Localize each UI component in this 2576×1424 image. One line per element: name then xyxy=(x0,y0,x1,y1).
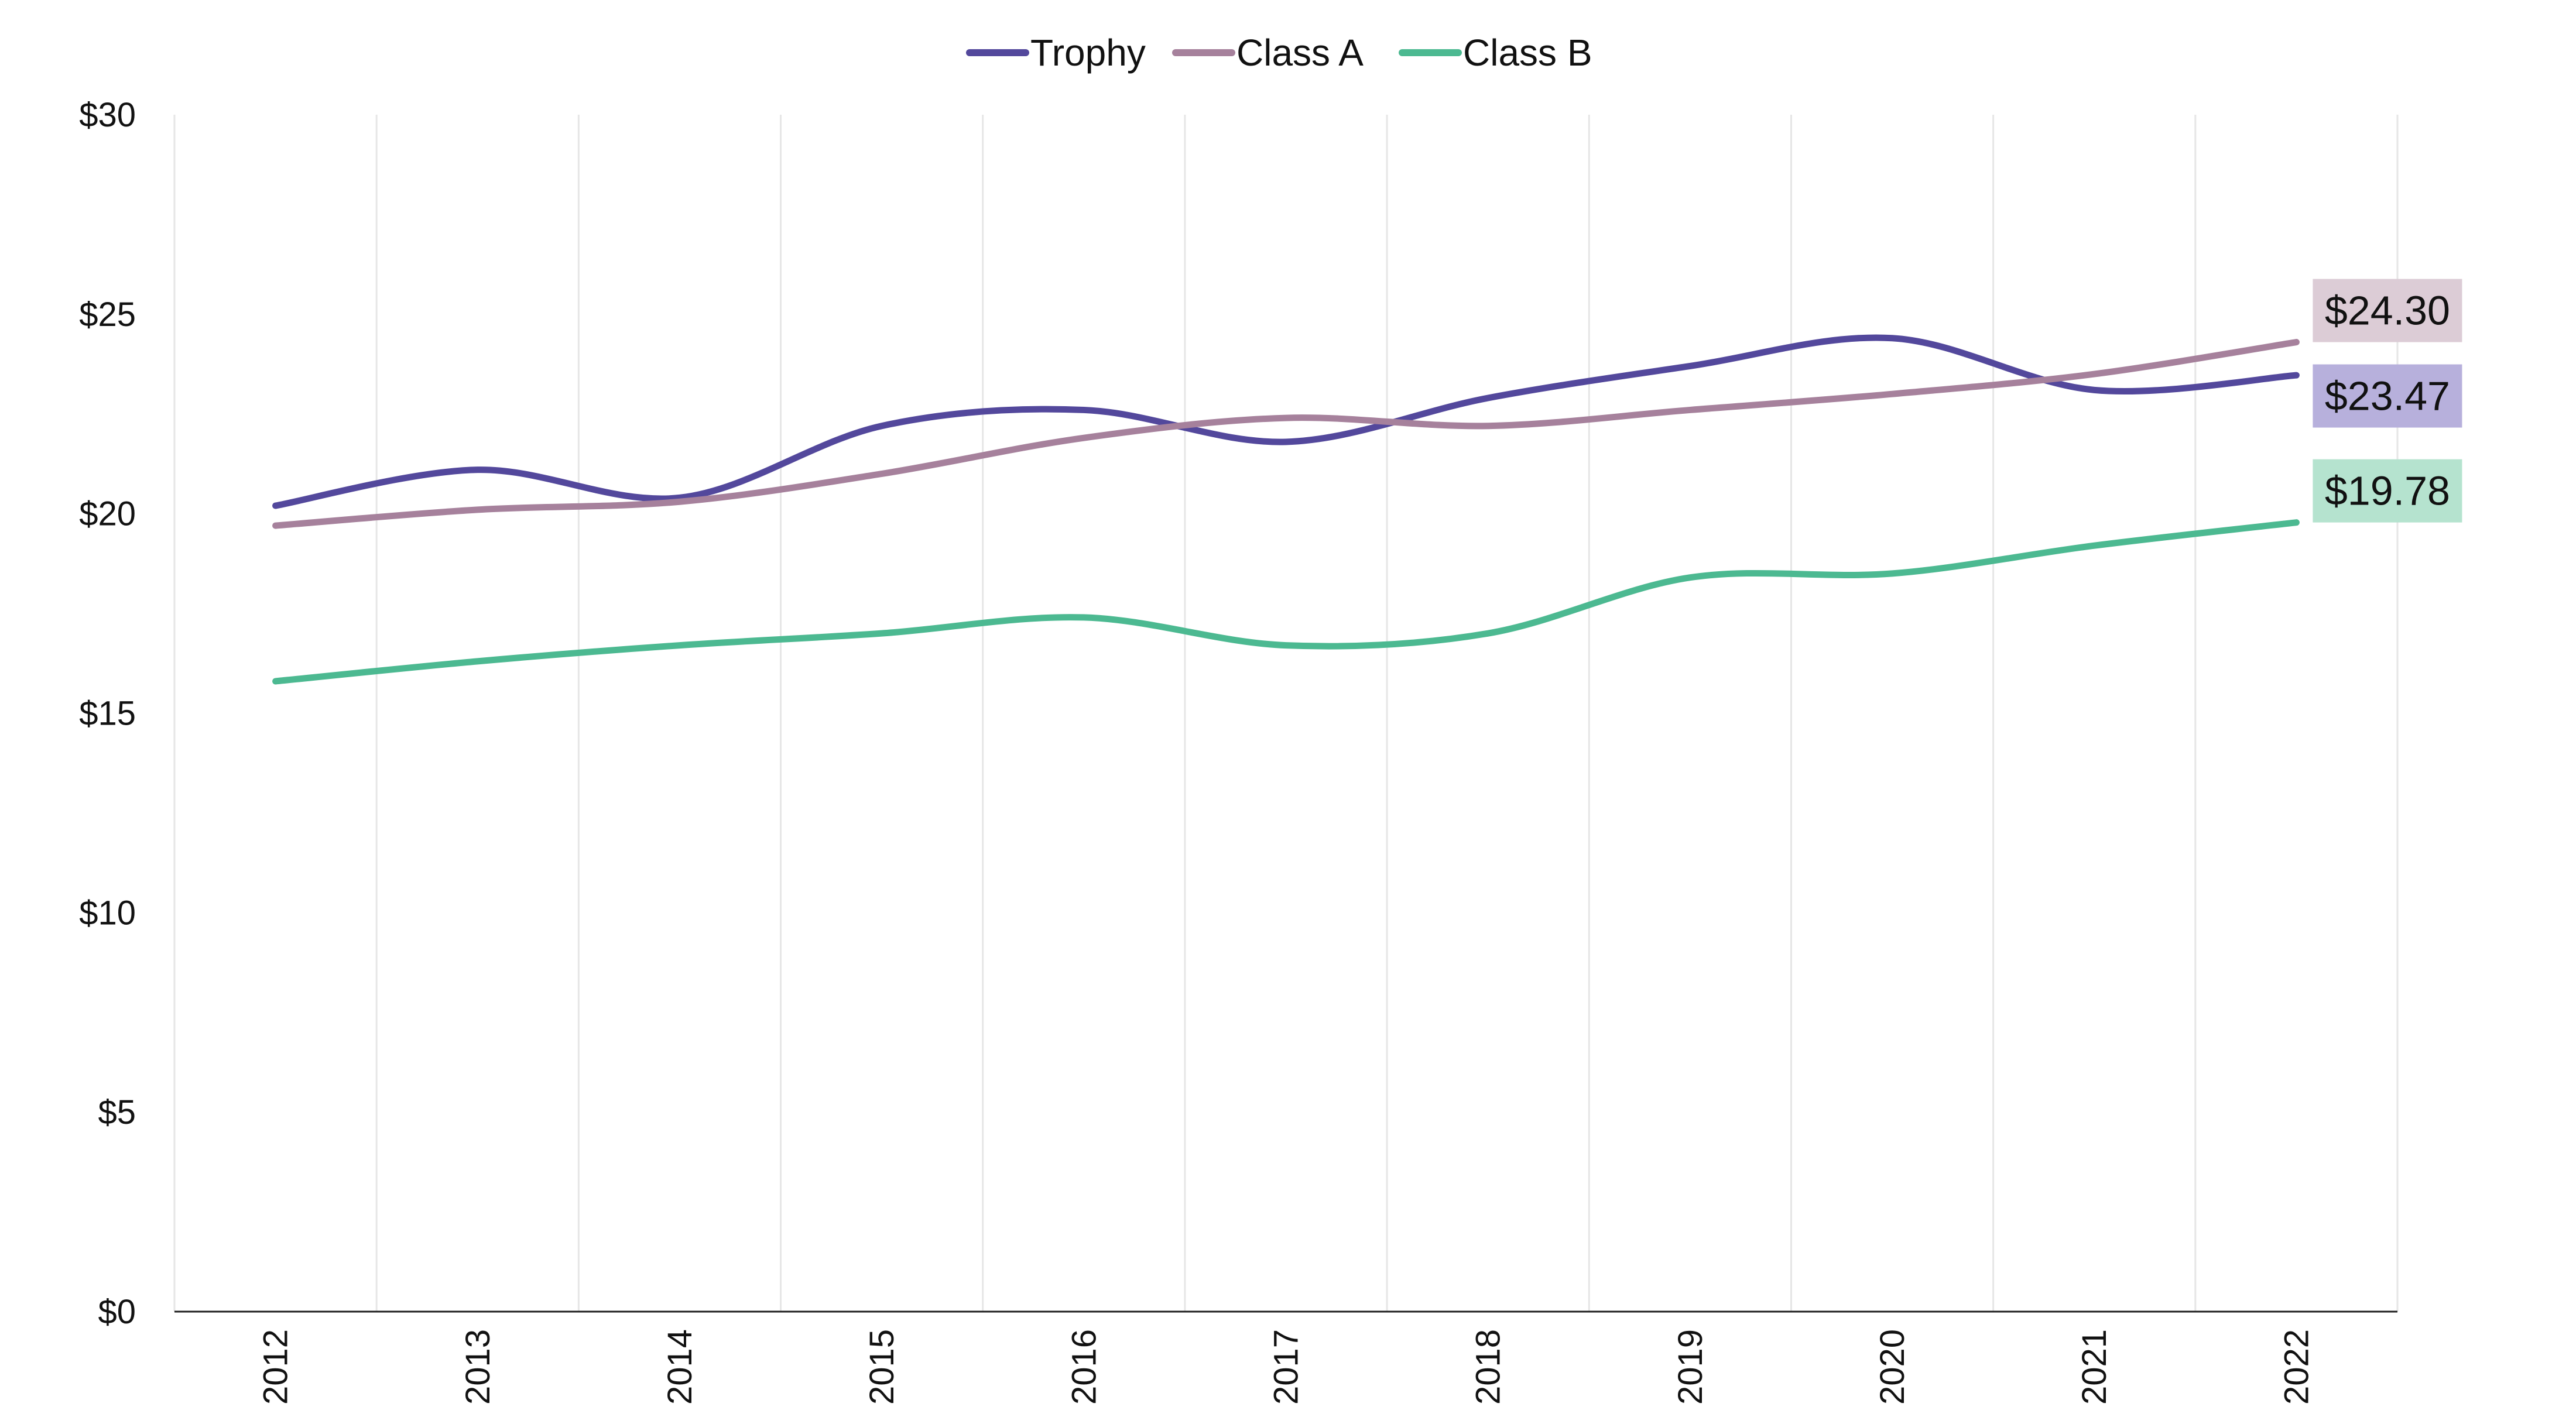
axes: $0 $5 $10 $15 $20 $25 $30 2012 2013 2014 2015 2016 2… xyxy=(79,96,2397,1405)
series-lines xyxy=(272,334,2300,685)
x-tick-label: 2016 xyxy=(1065,1329,1103,1405)
legend: Trophy Class A Class B xyxy=(966,32,1592,74)
end-label-box-class-b xyxy=(2313,459,2462,523)
gridlines xyxy=(173,115,2399,1312)
end-label-class-a: $24.30 xyxy=(2325,288,2450,334)
legend-label-trophy: Trophy xyxy=(1030,32,1146,74)
end-label-class-b: $19.78 xyxy=(2325,468,2450,514)
series-line-class-a xyxy=(272,339,2300,529)
x-tick-label: 2018 xyxy=(1469,1329,1508,1405)
x-tick-label: 2021 xyxy=(2075,1329,2113,1405)
x-tick-label: 2022 xyxy=(2277,1329,2315,1405)
x-tick-label: 2013 xyxy=(459,1329,497,1405)
end-label-box-trophy xyxy=(2313,364,2462,428)
x-tick-label: 2012 xyxy=(257,1329,295,1405)
series-line-trophy xyxy=(272,334,2300,509)
y-tick-label: $20 xyxy=(79,495,136,533)
x-tick-label: 2017 xyxy=(1268,1329,1306,1405)
legend-item-trophy: Trophy xyxy=(966,32,1146,74)
x-tick-label: 2019 xyxy=(1671,1329,1710,1405)
y-tick-label: $25 xyxy=(79,296,136,334)
y-tick-label: $5 xyxy=(98,1093,136,1131)
end-labels: $24.30 $23.47 $19.78 xyxy=(2313,279,2462,523)
y-tick-label: $15 xyxy=(79,695,136,733)
x-tick-label: 2015 xyxy=(863,1329,901,1405)
legend-label-class-a: Class A xyxy=(1236,32,1364,74)
x-tick-label: 2014 xyxy=(661,1329,699,1405)
y-tick-label: $0 xyxy=(98,1293,136,1331)
end-label-trophy: $23.47 xyxy=(2325,373,2450,419)
legend-item-class-a: Class A xyxy=(1172,32,1364,74)
y-tick-label: $30 xyxy=(79,96,136,134)
legend-item-class-b: Class B xyxy=(1399,32,1592,74)
x-tick-label: 2020 xyxy=(1873,1329,1912,1405)
series-line-class-b xyxy=(272,519,2300,685)
y-tick-label: $10 xyxy=(79,894,136,932)
end-label-box-class-a xyxy=(2313,279,2462,342)
legend-label-class-b: Class B xyxy=(1463,32,1592,74)
